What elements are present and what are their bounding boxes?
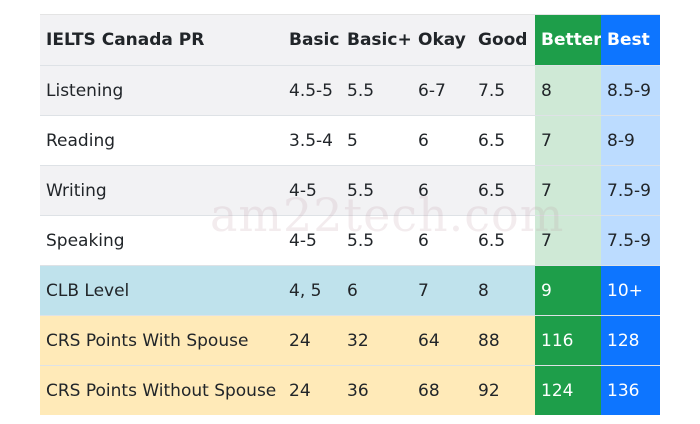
cell-good: 6.5: [472, 115, 535, 166]
cell-better: 8: [535, 65, 601, 116]
column-header-basic-plus: Basic+: [341, 14, 412, 66]
cell-better: 124: [535, 365, 601, 415]
column-header-good: Good: [472, 14, 535, 66]
column-header-okay: Okay: [412, 14, 472, 66]
cell-basic-plus: 36: [341, 365, 412, 415]
cell-good: 8: [472, 265, 535, 316]
cell-basic-plus: 5: [341, 115, 412, 166]
row-label: Reading: [40, 115, 283, 166]
table-row-writing: Writing 4-5 5.5 6 6.5 7 7.5-9: [40, 165, 660, 216]
cell-okay: 6: [412, 215, 472, 266]
cell-okay: 68: [412, 365, 472, 415]
table-row-speaking: Speaking 4-5 5.5 6 6.5 7 7.5-9: [40, 215, 660, 266]
cell-better: 7: [535, 215, 601, 266]
cell-basic-plus: 5.5: [341, 215, 412, 266]
column-header-basic: Basic: [283, 14, 341, 66]
cell-good: 6.5: [472, 215, 535, 266]
cell-better: 7: [535, 165, 601, 216]
row-label: CRS Points With Spouse: [40, 315, 283, 366]
column-header-title: IELTS Canada PR: [40, 14, 283, 66]
cell-better: 9: [535, 265, 601, 316]
cell-best: 10+: [601, 265, 660, 316]
cell-basic: 24: [283, 365, 341, 415]
cell-basic-plus: 5.5: [341, 65, 412, 116]
cell-good: 88: [472, 315, 535, 366]
table-row-crs-with-spouse: CRS Points With Spouse 24 32 64 88 116 1…: [40, 315, 660, 366]
cell-basic-plus: 6: [341, 265, 412, 316]
column-header-best: Best: [601, 14, 660, 66]
cell-best: 128: [601, 315, 660, 366]
cell-best: 8.5-9: [601, 65, 660, 116]
cell-best: 7.5-9: [601, 165, 660, 216]
cell-best: 8-9: [601, 115, 660, 166]
table-row-listening: Listening 4.5-5 5.5 6-7 7.5 8 8.5-9: [40, 65, 660, 116]
cell-okay: 6: [412, 165, 472, 216]
cell-good: 7.5: [472, 65, 535, 116]
cell-basic: 3.5-4: [283, 115, 341, 166]
row-label: Speaking: [40, 215, 283, 266]
cell-good: 92: [472, 365, 535, 415]
cell-basic-plus: 5.5: [341, 165, 412, 216]
table-row-clb-level: CLB Level 4, 5 6 7 8 9 10+: [40, 265, 660, 316]
cell-better: 116: [535, 315, 601, 366]
cell-okay: 64: [412, 315, 472, 366]
cell-basic: 4-5: [283, 165, 341, 216]
table-row-reading: Reading 3.5-4 5 6 6.5 7 8-9: [40, 115, 660, 166]
cell-basic-plus: 32: [341, 315, 412, 366]
cell-better: 7: [535, 115, 601, 166]
cell-best: 136: [601, 365, 660, 415]
cell-okay: 7: [412, 265, 472, 316]
row-label: CRS Points Without Spouse: [40, 365, 283, 415]
cell-basic: 4-5: [283, 215, 341, 266]
cell-okay: 6: [412, 115, 472, 166]
header-row: IELTS Canada PR Basic Basic+ Okay Good B…: [40, 14, 660, 66]
ielts-table-container: IELTS Canada PR Basic Basic+ Okay Good B…: [40, 14, 660, 415]
row-label: Writing: [40, 165, 283, 216]
cell-basic: 4, 5: [283, 265, 341, 316]
row-label: Listening: [40, 65, 283, 116]
cell-basic: 4.5-5: [283, 65, 341, 116]
column-header-better: Better: [535, 14, 601, 66]
table-row-crs-without-spouse: CRS Points Without Spouse 24 36 68 92 12…: [40, 365, 660, 415]
ielts-crs-table: IELTS Canada PR Basic Basic+ Okay Good B…: [40, 14, 660, 415]
cell-basic: 24: [283, 315, 341, 366]
cell-good: 6.5: [472, 165, 535, 216]
row-label: CLB Level: [40, 265, 283, 316]
cell-okay: 6-7: [412, 65, 472, 116]
cell-best: 7.5-9: [601, 215, 660, 266]
